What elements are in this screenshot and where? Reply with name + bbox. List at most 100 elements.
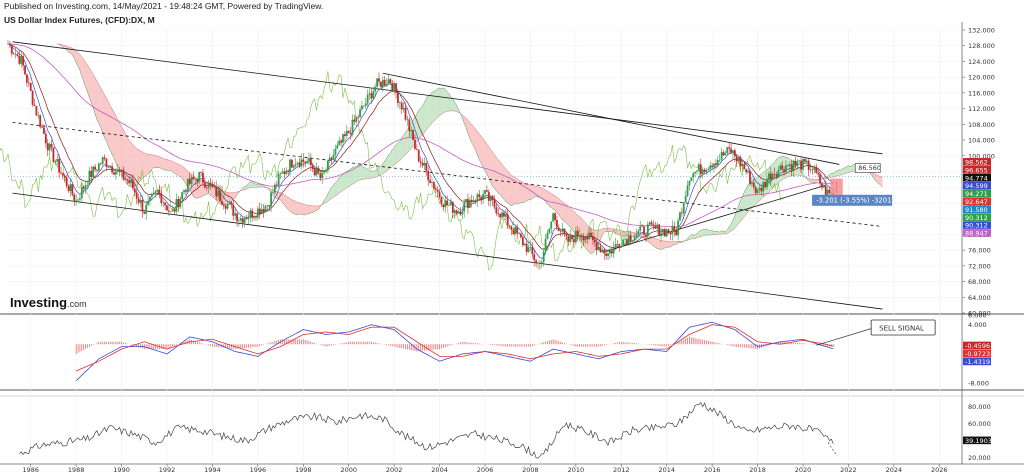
cloud-segment [549, 192, 552, 208]
resistance-line [382, 72, 840, 165]
candle-body [446, 200, 449, 206]
candle-body [86, 184, 89, 186]
candle-body [325, 170, 327, 172]
candle-body [338, 140, 341, 145]
candle-body [821, 183, 823, 188]
cloud-segment [570, 207, 573, 231]
candle-body [361, 105, 363, 110]
candle-body [707, 168, 710, 171]
macd-readout-label: -0.9723 [965, 350, 990, 358]
candle-body [574, 230, 577, 243]
cloud-segment [850, 165, 853, 173]
cloud-segment [170, 160, 173, 172]
candle-body [357, 117, 360, 118]
cloud-segment [568, 206, 571, 228]
candle-body [116, 169, 119, 172]
candle-body [590, 232, 592, 237]
candle-body [786, 165, 789, 167]
candle-body [33, 104, 36, 107]
candle-body [735, 156, 738, 162]
cloud-segment [600, 228, 603, 240]
cloud-segment [687, 236, 690, 241]
candle-body [143, 211, 146, 214]
price-tick-label: 108.000 [968, 121, 995, 129]
rsi-projection [827, 442, 838, 457]
candle-body [207, 182, 210, 188]
candle-body [183, 190, 185, 193]
candle-body [639, 226, 642, 231]
cloud-segment [76, 51, 79, 67]
candle-body [448, 205, 450, 206]
cloud-segment [257, 184, 260, 188]
candle-body [238, 220, 240, 222]
candle-body [542, 251, 545, 263]
cloud-segment [700, 229, 703, 237]
candle-body [328, 157, 331, 161]
candle-body [395, 83, 397, 93]
candle-body [309, 158, 312, 166]
candle-body [773, 173, 776, 175]
candle-body [582, 236, 585, 241]
cloud-segment [167, 159, 169, 171]
candle-body [292, 165, 295, 168]
candle-body [50, 143, 53, 148]
candle-body [743, 164, 746, 170]
candle-body [533, 254, 536, 261]
candle-body [482, 194, 485, 200]
candle-body [510, 226, 513, 230]
price-readout-label: 91.580 [965, 206, 988, 214]
cloud-segment [119, 122, 122, 174]
cloud-segment [748, 183, 750, 212]
candle-body [811, 169, 814, 171]
candle-body [149, 196, 151, 201]
candle-body [188, 178, 191, 184]
cloud-segment [628, 231, 631, 236]
candle-body [52, 147, 55, 162]
cloud-segment [604, 228, 607, 233]
cloud-segment [534, 185, 537, 198]
cloud-segment [174, 162, 177, 175]
cloud-segment [422, 102, 425, 135]
time-tick-label: 2024 [886, 466, 903, 474]
candle-body [46, 143, 49, 151]
cloud-segment [78, 52, 80, 71]
candle-body [523, 243, 526, 246]
candle-body [294, 163, 297, 166]
candle-body [516, 227, 519, 234]
price-tick-label: 120.000 [968, 74, 995, 82]
candle-body [103, 157, 106, 159]
candle-body [275, 184, 278, 186]
cloud-segment [85, 62, 88, 92]
candle-body [669, 233, 672, 235]
candle-body [169, 211, 172, 212]
candle-body [27, 82, 30, 84]
candle-body [646, 224, 649, 236]
price-tick-label: 112.000 [968, 105, 995, 113]
cloud-segment [91, 71, 94, 108]
candle-body [503, 212, 505, 217]
candle-body [828, 189, 831, 194]
candle-body [236, 213, 238, 222]
candle-body [379, 81, 382, 88]
candle-body [512, 229, 515, 235]
cloud-segment [738, 200, 741, 224]
candle-body [644, 234, 647, 236]
candle-body [319, 173, 322, 178]
candle-body [31, 90, 34, 105]
cloud-segment [252, 182, 255, 188]
candle-body [817, 172, 820, 175]
cloud-segment [199, 179, 202, 198]
candle-body [711, 165, 714, 168]
macd-tick-label: 4.000 [968, 321, 987, 329]
candle-body [132, 179, 134, 189]
candle-body [60, 172, 62, 174]
rsi-tick-label: 80.000 [968, 403, 991, 411]
candle-body [152, 192, 155, 195]
cloud-segment [282, 193, 285, 205]
cloud-segment [314, 205, 317, 212]
support-line [602, 184, 826, 253]
cloud-segment [602, 228, 605, 235]
candle-body [249, 210, 252, 218]
candle-body [425, 163, 428, 171]
